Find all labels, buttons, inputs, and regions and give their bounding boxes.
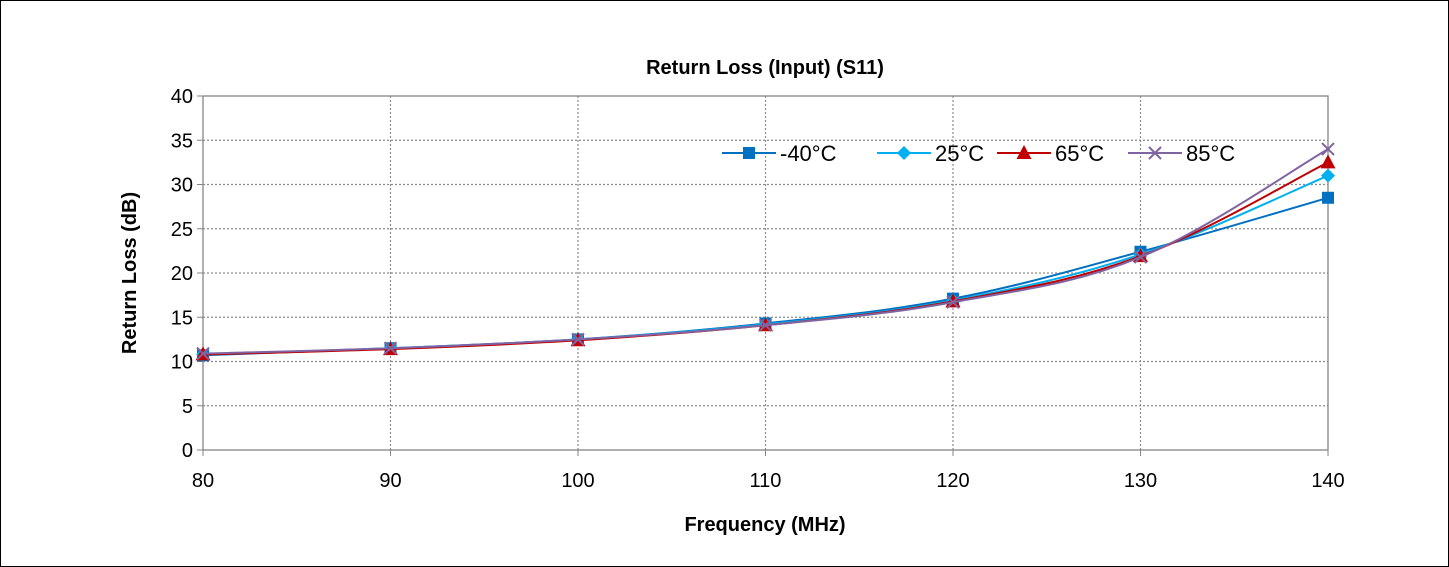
x-tick-label: 140 (1311, 470, 1344, 492)
legend-item-1: -40°C (722, 141, 837, 166)
y-axis-title: Return Loss (dB) (119, 192, 141, 354)
legend-marker (897, 146, 911, 160)
y-tick-label: 40 (171, 86, 193, 108)
y-tick-label: 20 (171, 263, 193, 285)
axes: 0 5 10 15 20 25 30 35 40 80 90 100 110 120 130 140 (171, 86, 1345, 492)
legend: -40°C 25°C 65°C 85°C (722, 141, 1235, 166)
legend-label: 25°C (935, 141, 984, 166)
series-lines (195, 142, 1336, 362)
x-tick-label: 80 (192, 470, 214, 492)
data-point (1133, 250, 1148, 264)
data-point (1321, 142, 1335, 156)
legend-marker (1016, 145, 1032, 159)
data-point (383, 341, 398, 355)
x-tick-label: 120 (936, 470, 969, 492)
legend-item-2: 25°C (877, 141, 984, 166)
data-point (946, 295, 960, 309)
x-axis-title: Frequency (MHz) (684, 514, 845, 536)
y-tick-label: 10 (171, 352, 193, 374)
data-point (1321, 168, 1335, 183)
legend-item-4: 85°C (1128, 141, 1235, 166)
y-tick-label: 30 (171, 175, 193, 197)
legend-marker (1148, 146, 1162, 160)
legend-label: 65°C (1055, 141, 1104, 166)
gridlines (203, 96, 1328, 450)
chart-title: Return Loss (Input) (S11) (646, 57, 884, 79)
x-tick-label: 100 (561, 470, 594, 492)
series-4 (196, 142, 1335, 361)
y-tick-label: 0 (182, 440, 193, 462)
y-tick-label: 5 (182, 396, 193, 418)
data-point (758, 318, 773, 332)
legend-label: -40°C (780, 141, 837, 166)
legend-item-3: 65°C (997, 141, 1104, 166)
legend-label: 85°C (1186, 141, 1235, 166)
legend-marker (743, 147, 755, 159)
data-point (571, 332, 585, 347)
plot-area-border (202, 95, 1329, 451)
x-tick-label: 90 (379, 470, 401, 492)
data-point (196, 346, 210, 361)
y-tick-label: 25 (171, 219, 193, 241)
y-tick-label: 35 (171, 130, 193, 152)
data-point (1320, 154, 1336, 169)
x-tick-label: 110 (750, 470, 782, 492)
x-tick-label: 130 (1124, 470, 1157, 492)
data-point (1322, 191, 1334, 204)
y-tick-label: 15 (171, 307, 193, 329)
